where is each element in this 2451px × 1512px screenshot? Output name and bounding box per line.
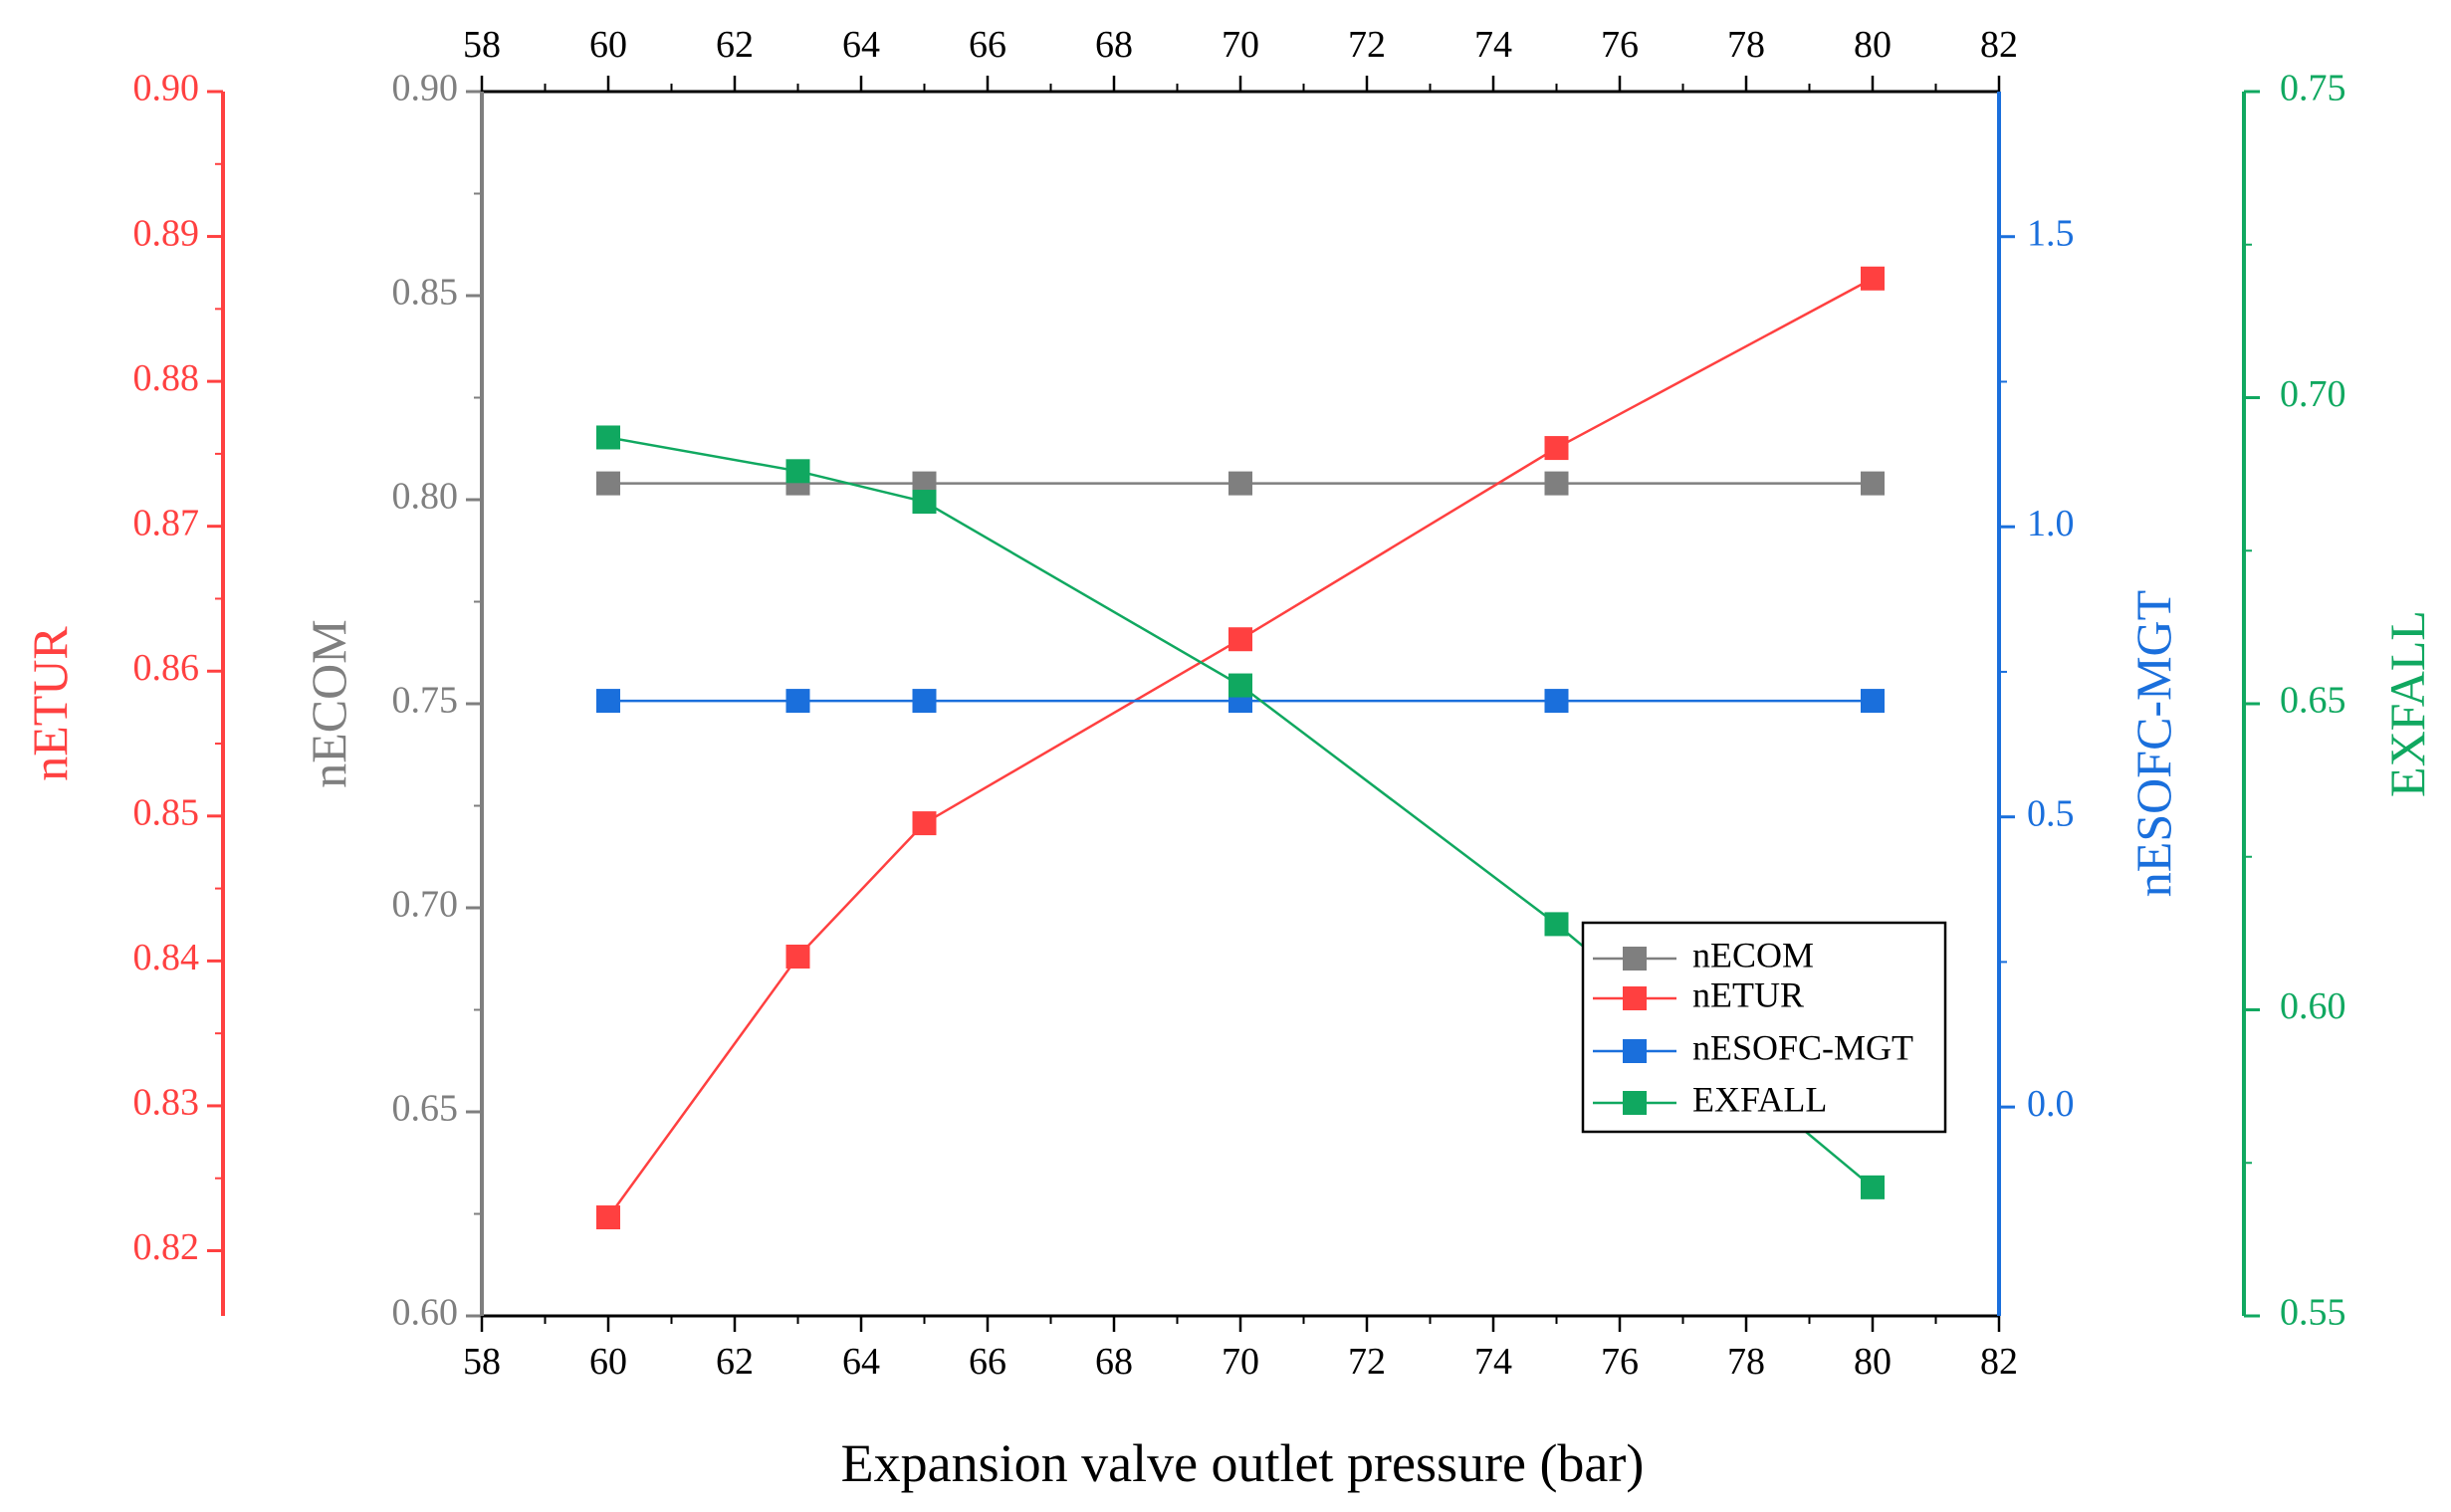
- x-tick-label-bottom: 74: [1474, 1341, 1512, 1383]
- x-tick-label-bottom: 58: [463, 1341, 501, 1383]
- exfall-axis-title: EXFALL: [2379, 610, 2435, 797]
- nesofc-axis-title: nESOFC-MGT: [2125, 590, 2181, 897]
- legend-marker-necom: [1623, 947, 1647, 971]
- x-tick-label-bottom: 72: [1348, 1341, 1386, 1383]
- data-point-nesofc-mgt: [785, 689, 810, 714]
- series-layer: [596, 266, 1885, 1230]
- legend-marker-nesofc-mgt: [1623, 1039, 1647, 1063]
- y-tick-label: 0.75: [392, 680, 459, 722]
- y-tick-label: 0.88: [133, 357, 200, 399]
- data-point-netur: [1861, 266, 1885, 291]
- y-tick-label: 0.85: [392, 272, 459, 314]
- x-tick-label-top: 70: [1222, 24, 1259, 66]
- data-point-exfall: [785, 459, 810, 484]
- y-tick-label: 0.84: [133, 937, 200, 978]
- y-tick-label: 0.65: [392, 1088, 459, 1130]
- y-tick-label: 0.80: [392, 476, 459, 518]
- x-tick-label-bottom: 82: [1980, 1341, 2018, 1383]
- x-tick-label-top: 66: [969, 24, 1006, 66]
- y-tick-label: 0.83: [133, 1082, 200, 1124]
- y-tick-label: 0.55: [2280, 1292, 2346, 1334]
- y-tick-label: 0.86: [133, 647, 200, 689]
- data-point-exfall: [596, 425, 620, 450]
- data-point-netur: [785, 945, 810, 970]
- x-axes: 58 58 60 60 62 62 64 64 66 66 68 68 70 70 72 72 74 74 76 76…: [463, 24, 2018, 1383]
- x-tick-label-bottom: 66: [969, 1341, 1006, 1383]
- y-tick-label: 0.89: [133, 212, 200, 254]
- data-point-nesofc-mgt: [1544, 689, 1569, 714]
- x-tick-label-bottom: 68: [1095, 1341, 1133, 1383]
- data-point-exfall: [1228, 673, 1252, 698]
- netur-axis-title: nETUR: [22, 626, 78, 781]
- y-tick-label: 0.70: [392, 884, 459, 926]
- y-tick-label: 0.85: [133, 792, 200, 834]
- data-point-necom: [1228, 471, 1252, 496]
- legend-label-necom: nECOM: [1692, 935, 1814, 974]
- data-point-netur: [1544, 436, 1569, 461]
- y-tick-label: 0.70: [2280, 373, 2346, 415]
- x-tick-label-bottom: 80: [1854, 1341, 1892, 1383]
- x-tick-label-top: 82: [1980, 24, 2018, 66]
- x-tick-label-top: 58: [463, 24, 501, 66]
- y-tick-label: 0.90: [133, 68, 200, 109]
- data-point-netur: [912, 811, 937, 836]
- x-tick-label-bottom: 78: [1727, 1341, 1765, 1383]
- y-tick-label: 0.87: [133, 502, 200, 543]
- x-tick-label-top: 60: [589, 24, 627, 66]
- y-tick-label: 1.0: [2027, 503, 2075, 544]
- x-tick-label-top: 64: [842, 24, 880, 66]
- y-tick-label: 0.0: [2027, 1083, 2075, 1125]
- x-tick-label-top: 74: [1474, 24, 1512, 66]
- x-tick-label-bottom: 70: [1222, 1341, 1259, 1383]
- y-tick-label: 1.5: [2027, 212, 2075, 254]
- x-tick-label-top: 76: [1601, 24, 1639, 66]
- legend-marker-exfall: [1623, 1091, 1647, 1115]
- necom-axis-title: nECOM: [301, 619, 356, 787]
- netur-axis: 0.82 0.83 0.84 0.85 0.86 0.87 0.88 0.89 0.90: [133, 68, 225, 1316]
- data-point-netur: [596, 1205, 620, 1230]
- x-tick-label-top: 68: [1095, 24, 1133, 66]
- data-point-necom: [1861, 471, 1885, 496]
- data-point-nesofc-mgt: [596, 689, 620, 714]
- data-point-exfall: [1544, 912, 1569, 937]
- necom-axis: 0.60 0.65 0.70 0.75 0.80 0.85 0.90: [392, 68, 484, 1334]
- nesofc-axis: 0.0 0.5 1.0 1.5: [1997, 92, 2075, 1316]
- y-tick-label: 0.82: [133, 1226, 200, 1268]
- x-tick-label-bottom: 64: [842, 1341, 880, 1383]
- x-tick-label-bottom: 62: [716, 1341, 754, 1383]
- y-tick-label: 0.75: [2280, 68, 2346, 109]
- data-point-necom: [596, 471, 620, 496]
- legend-label-nesofc-mgt: nESOFC-MGT: [1692, 1027, 1913, 1067]
- x-tick-label-top: 62: [716, 24, 754, 66]
- legend-marker-netur: [1623, 986, 1647, 1010]
- x-tick-label-bottom: 76: [1601, 1341, 1639, 1383]
- series-line-netur: [606, 277, 1874, 1218]
- y-tick-label: 0.90: [392, 68, 459, 109]
- x-tick-label-top: 72: [1348, 24, 1386, 66]
- data-point-nesofc-mgt: [1861, 689, 1885, 714]
- y-tick-label: 0.5: [2027, 792, 2075, 834]
- y-tick-label: 0.65: [2280, 680, 2346, 722]
- data-point-necom: [1544, 471, 1569, 496]
- x-tick-label-top: 80: [1854, 24, 1892, 66]
- exfall-axis: 0.55 0.60 0.65 0.70 0.75: [2242, 68, 2346, 1334]
- data-point-exfall: [912, 490, 937, 515]
- legend: nECOM nETUR nESOFC-MGT EXFALL: [1581, 921, 1947, 1134]
- x-axis-title: Expansion valve outlet pressure (bar): [841, 1433, 1645, 1493]
- data-point-nesofc-mgt: [912, 689, 937, 714]
- x-tick-label-top: 78: [1727, 24, 1765, 66]
- legend-label-netur: nETUR: [1692, 974, 1804, 1014]
- x-tick-label-bottom: 60: [589, 1341, 627, 1383]
- data-point-netur: [1228, 627, 1252, 652]
- legend-label-exfall: EXFALL: [1692, 1079, 1827, 1119]
- y-tick-label: 0.60: [392, 1292, 459, 1334]
- y-tick-label: 0.60: [2280, 985, 2346, 1027]
- data-point-exfall: [1861, 1175, 1885, 1199]
